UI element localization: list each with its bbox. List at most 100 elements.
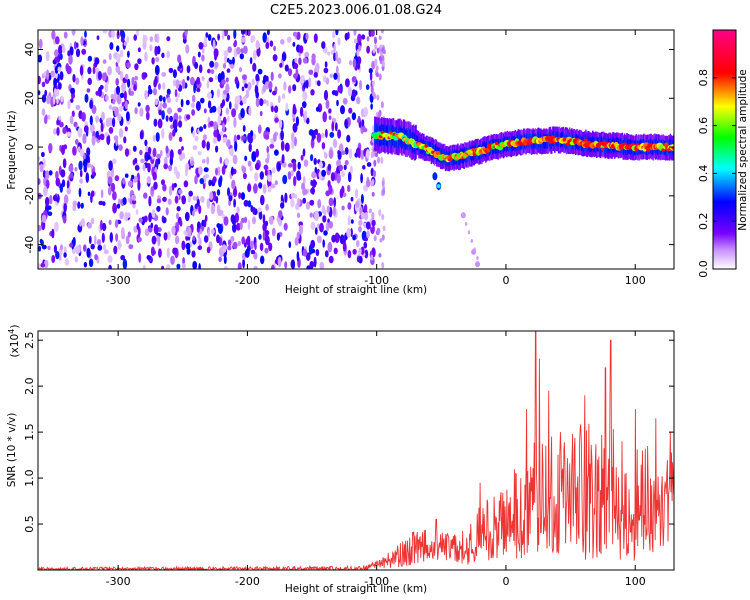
heatmap-cell <box>97 244 103 251</box>
heatmap-cell <box>166 50 170 59</box>
heatmap-cell <box>38 54 43 63</box>
heatmap-cell <box>174 89 178 98</box>
heatmap-cell <box>229 101 232 110</box>
heatmap-cell <box>54 36 60 45</box>
heatmap-cell <box>59 121 64 128</box>
heatmap-cell <box>194 135 199 142</box>
heatmap-cell <box>356 240 360 247</box>
heatmap-cell <box>311 186 315 195</box>
heatmap-cell <box>266 100 269 107</box>
heatmap-cell <box>161 265 165 269</box>
heatmap-cell <box>197 232 201 239</box>
heatmap-cell <box>251 78 255 86</box>
heatmap-cell <box>110 182 116 192</box>
heatmap-cell <box>371 80 375 86</box>
heatmap-cell <box>247 81 252 91</box>
heatmap-cell <box>233 41 237 48</box>
heatmap-cell <box>79 178 83 184</box>
heatmap-cell <box>131 199 137 205</box>
heatmap-cell <box>58 115 62 121</box>
heatmap-cell <box>118 105 124 112</box>
heatmap-cell <box>150 222 154 229</box>
heatmap-cell <box>223 50 229 57</box>
heatmap-cell <box>197 198 200 207</box>
heatmap-cell <box>115 65 121 73</box>
heatmap-cell <box>75 104 81 110</box>
heatmap-cell <box>254 242 257 251</box>
heatmap-cell <box>380 130 385 134</box>
y-tick-label: 1.5 <box>23 423 36 441</box>
heatmap-cell <box>351 89 357 98</box>
heatmap-cell <box>233 117 237 128</box>
heatmap-cell <box>227 46 232 53</box>
heatmap-cell <box>661 148 665 152</box>
heatmap-cell <box>47 205 52 210</box>
heatmap-cell <box>321 41 326 49</box>
heatmap-cell <box>199 126 203 132</box>
heatmap-cell <box>43 186 48 197</box>
heatmap-cell <box>87 77 92 85</box>
heatmap-cell <box>163 163 168 170</box>
heatmap-cell <box>56 98 59 104</box>
y-tick-label: 0 <box>23 144 36 151</box>
y-tick-label: 20 <box>23 91 36 105</box>
heatmap-cell <box>166 231 171 241</box>
heatmap-cell <box>122 258 128 269</box>
heatmap-cell <box>108 104 113 110</box>
heatmap-cell <box>118 144 123 152</box>
heatmap-cell <box>240 108 245 119</box>
heatmap-cell <box>253 183 258 194</box>
heatmap-cell <box>646 148 650 152</box>
heatmap-cell <box>178 120 183 128</box>
heatmap-cell <box>224 157 230 166</box>
heatmap-cell <box>365 221 371 230</box>
heatmap-cell <box>250 130 254 138</box>
colorbar-tick-label: 0.8 <box>697 69 710 87</box>
heatmap-cell <box>177 54 182 63</box>
heatmap-cell <box>52 194 58 202</box>
heatmap-cell <box>142 163 146 172</box>
heatmap-cell <box>40 262 46 268</box>
heatmap-cell <box>475 261 480 268</box>
heatmap-cell <box>151 209 156 219</box>
heatmap-cell <box>360 246 365 255</box>
heatmap-cell <box>332 138 338 148</box>
heatmap-cell <box>336 173 341 184</box>
heatmap-cell <box>316 235 322 244</box>
heatmap-cell <box>565 142 570 146</box>
heatmap-cell <box>96 239 102 246</box>
heatmap-cell <box>337 37 341 46</box>
heatmap-cell <box>73 121 78 128</box>
heatmap-cell <box>75 77 80 85</box>
heatmap-cell <box>42 158 46 168</box>
heatmap-cell <box>178 62 183 69</box>
heatmap-cell <box>366 162 372 167</box>
heatmap-cell <box>236 46 241 55</box>
colorbar-label: Normalized spectral amplitude <box>737 69 749 230</box>
heatmap-cell <box>216 133 222 142</box>
heatmap-cell <box>230 214 236 224</box>
heatmap-cell <box>75 138 79 145</box>
heatmap-cell <box>115 78 119 86</box>
heatmap-cell <box>80 36 84 46</box>
y-tick-label: 40 <box>23 43 36 57</box>
heatmap-cell <box>148 195 152 207</box>
heatmap-cell <box>54 221 59 232</box>
heatmap-cell <box>122 177 126 185</box>
heatmap-cell <box>373 159 377 167</box>
heatmap-cell <box>217 115 222 125</box>
heatmap-cell <box>305 79 309 89</box>
heatmap-cell <box>81 48 87 55</box>
heatmap-cell <box>60 95 64 103</box>
heatmap-cell <box>321 142 326 150</box>
heatmap-cell <box>324 61 328 68</box>
heatmap-cell <box>371 60 376 70</box>
heatmap-cell <box>197 51 201 58</box>
heatmap-cell <box>370 30 375 37</box>
y-tick-label: -40 <box>23 236 36 254</box>
heatmap-cell <box>161 128 165 139</box>
heatmap-cell <box>338 143 344 154</box>
colorbar-tick-label: 0.6 <box>697 117 710 135</box>
heatmap-cell <box>260 194 265 206</box>
heatmap-cell <box>119 211 124 220</box>
